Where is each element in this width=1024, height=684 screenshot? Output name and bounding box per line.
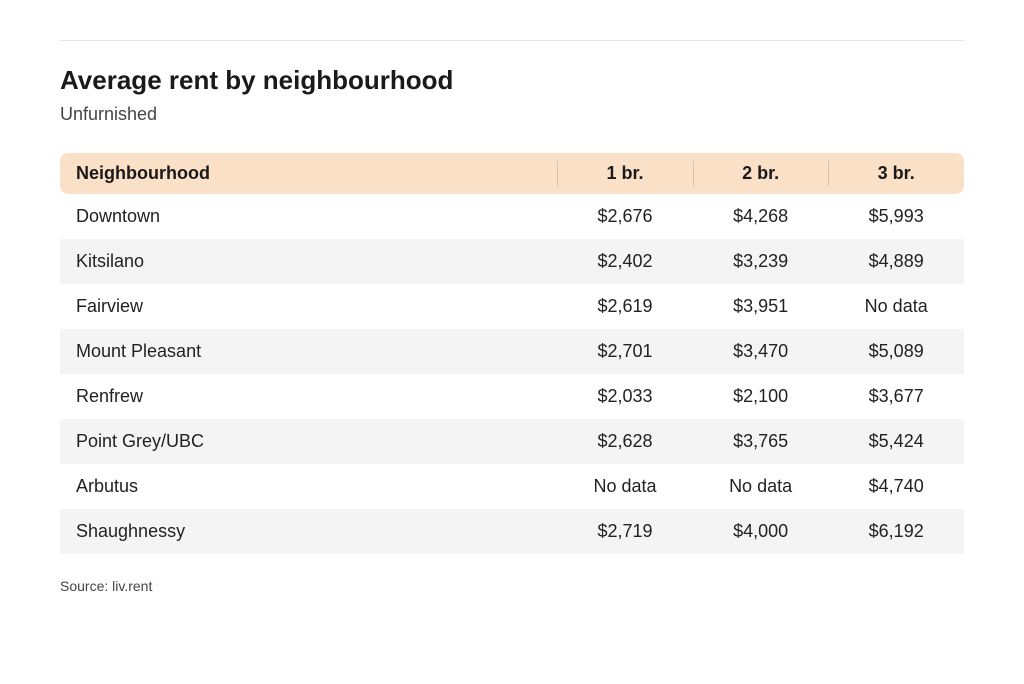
cell-3br: $4,889 [828,239,964,284]
cell-2br: $3,470 [693,329,829,374]
table-row: Downtown $2,676 $4,268 $5,993 [60,194,964,239]
cell-1br: $2,628 [557,419,693,464]
cell-1br: $2,676 [557,194,693,239]
table-header-row: Neighbourhood 1 br. 2 br. 3 br. [60,153,964,194]
table-row: Arbutus No data No data $4,740 [60,464,964,509]
cell-3br: $4,740 [828,464,964,509]
col-header-2br: 2 br. [693,153,829,194]
cell-1br: $2,402 [557,239,693,284]
page-subtitle: Unfurnished [60,104,964,125]
table-row: Point Grey/UBC $2,628 $3,765 $5,424 [60,419,964,464]
cell-3br: $5,993 [828,194,964,239]
table-row: Renfrew $2,033 $2,100 $3,677 [60,374,964,419]
cell-1br: $2,619 [557,284,693,329]
cell-1br: $2,033 [557,374,693,419]
table-row: Kitsilano $2,402 $3,239 $4,889 [60,239,964,284]
cell-2br: $3,765 [693,419,829,464]
cell-2br: $4,000 [693,509,829,554]
cell-2br: $3,239 [693,239,829,284]
cell-name: Renfrew [60,374,557,419]
cell-name: Point Grey/UBC [60,419,557,464]
cell-name: Kitsilano [60,239,557,284]
col-header-1br: 1 br. [557,153,693,194]
cell-2br: $2,100 [693,374,829,419]
cell-3br: $5,089 [828,329,964,374]
cell-name: Fairview [60,284,557,329]
cell-3br: No data [828,284,964,329]
cell-name: Downtown [60,194,557,239]
cell-1br: $2,719 [557,509,693,554]
page-title: Average rent by neighbourhood [60,65,964,96]
cell-2br: $4,268 [693,194,829,239]
col-header-neighbourhood: Neighbourhood [60,153,557,194]
top-rule [60,40,964,41]
cell-2br: $3,951 [693,284,829,329]
cell-1br: No data [557,464,693,509]
cell-2br: No data [693,464,829,509]
col-header-3br: 3 br. [828,153,964,194]
cell-3br: $6,192 [828,509,964,554]
table-body: Downtown $2,676 $4,268 $5,993 Kitsilano … [60,194,964,554]
table-row: Fairview $2,619 $3,951 No data [60,284,964,329]
cell-3br: $3,677 [828,374,964,419]
table-row: Shaughnessy $2,719 $4,000 $6,192 [60,509,964,554]
cell-name: Arbutus [60,464,557,509]
cell-3br: $5,424 [828,419,964,464]
cell-1br: $2,701 [557,329,693,374]
source-note: Source: liv.rent [60,578,964,594]
rent-table: Neighbourhood 1 br. 2 br. 3 br. Downtown… [60,153,964,554]
cell-name: Shaughnessy [60,509,557,554]
cell-name: Mount Pleasant [60,329,557,374]
rent-table-wrap: Neighbourhood 1 br. 2 br. 3 br. Downtown… [60,153,964,554]
table-row: Mount Pleasant $2,701 $3,470 $5,089 [60,329,964,374]
